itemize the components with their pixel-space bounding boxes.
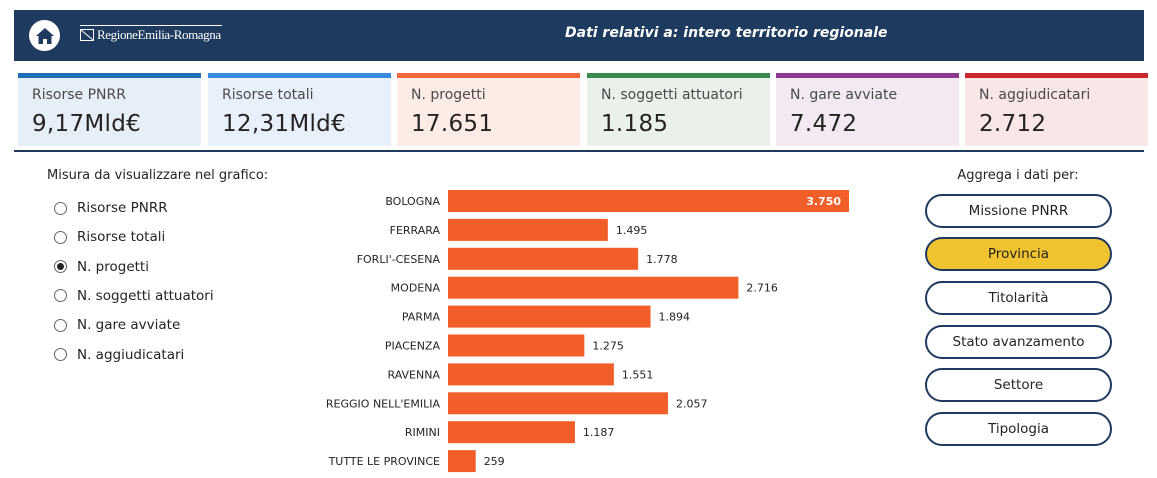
- measure-option[interactable]: N. aggiudicatari: [54, 345, 184, 365]
- bar[interactable]: [448, 421, 575, 444]
- regione-flag-icon: [80, 29, 94, 41]
- kpi-value: 9,17Mld€: [32, 111, 142, 137]
- kpi-accent-bar: [776, 73, 959, 78]
- kpi-label: N. gare avviate: [790, 87, 898, 103]
- home-icon: [35, 27, 54, 44]
- kpi-accent-bar: [965, 73, 1148, 78]
- measure-option-label: Risorse totali: [77, 229, 166, 246]
- radio-button[interactable]: [54, 201, 67, 215]
- bar[interactable]: [448, 276, 739, 299]
- aggregate-title: Aggrega i dati per:: [957, 168, 1079, 183]
- kpi-card: Risorse PNRR 9,17Mld€: [18, 73, 201, 146]
- aggregate-button[interactable]: Tipologia: [925, 412, 1112, 446]
- bar[interactable]: [448, 305, 651, 328]
- kpi-card: N. soggetti attuatori 1.185: [587, 73, 770, 146]
- kpi-accent-bar: [208, 73, 391, 78]
- kpi-accent-bar: [397, 73, 580, 78]
- bar[interactable]: [448, 218, 608, 241]
- category-label: TUTTE LE PROVINCE: [328, 455, 440, 468]
- measure-title: Misura da visualizzare nel grafico:: [47, 168, 269, 183]
- bar[interactable]: [448, 334, 585, 357]
- kpi-value: 17.651: [411, 111, 494, 137]
- kpi-value: 2.712: [979, 111, 1047, 137]
- value-label: 1.495: [616, 224, 648, 237]
- aggregate-button[interactable]: Stato avanzamento: [925, 325, 1112, 359]
- home-button[interactable]: [29, 20, 60, 51]
- measure-option-label: N. aggiudicatari: [77, 346, 185, 363]
- category-label: MODENA: [391, 282, 441, 295]
- aggregate-button[interactable]: Provincia: [925, 237, 1112, 271]
- section-divider: [14, 150, 1144, 152]
- radio-button[interactable]: [54, 348, 67, 361]
- kpi-label: N. progetti: [411, 87, 486, 103]
- category-label: PIACENZA: [385, 340, 441, 353]
- aggregate-button[interactable]: Settore: [925, 368, 1112, 402]
- value-label: 1.551: [622, 368, 654, 381]
- kpi-value: 12,31Mld€: [222, 111, 347, 137]
- radio-button[interactable]: [54, 289, 67, 303]
- category-label: RAVENNA: [388, 368, 441, 381]
- bar[interactable]: [448, 190, 849, 212]
- measure-option-label: N. soggetti attuatori: [77, 287, 214, 304]
- kpi-label: Risorse totali: [222, 87, 314, 103]
- aggregate-button[interactable]: Missione PNRR: [925, 194, 1112, 228]
- value-label: 2.716: [746, 282, 778, 295]
- category-label: FERRARA: [390, 224, 441, 237]
- value-label: 259: [484, 455, 505, 468]
- value-label: 2.057: [676, 397, 708, 410]
- measure-option[interactable]: N. soggetti attuatori: [54, 286, 214, 306]
- bar[interactable]: [448, 247, 639, 270]
- logo-underline: [80, 25, 222, 26]
- value-label: 1.275: [592, 340, 624, 353]
- measure-option[interactable]: Risorse totali: [54, 227, 165, 247]
- kpi-value: 7.472: [790, 111, 858, 137]
- value-label: 1.894: [659, 311, 691, 324]
- kpi-label: N. aggiudicatari: [979, 87, 1091, 103]
- bar[interactable]: [448, 450, 476, 473]
- category-label: FORLI'-CESENA: [357, 253, 441, 266]
- category-label: REGGIO NELL'EMILIA: [326, 397, 441, 410]
- category-label: RIMINI: [405, 426, 440, 439]
- measure-option[interactable]: N. progetti: [54, 257, 149, 277]
- category-label: PARMA: [402, 311, 441, 324]
- logo-text: RegioneEmilia-Romagna: [97, 27, 221, 42]
- kpi-card: N. aggiudicatari 2.712: [965, 73, 1148, 146]
- category-label: BOLOGNA: [385, 195, 440, 208]
- radio-button[interactable]: [54, 260, 67, 274]
- radio-button[interactable]: [54, 230, 67, 244]
- measure-option[interactable]: Risorse PNRR: [54, 198, 168, 218]
- header-bar: RegioneEmilia-Romagna Dati relativi a: i…: [14, 10, 1144, 61]
- kpi-card: Risorse totali 12,31Mld€: [208, 73, 391, 146]
- kpi-accent-bar: [587, 73, 770, 78]
- kpi-card: N. gare avviate 7.472: [776, 73, 959, 146]
- bar[interactable]: [448, 363, 614, 386]
- measure-option[interactable]: N. gare avviate: [54, 315, 180, 335]
- bar[interactable]: [448, 392, 668, 415]
- aggregate-button[interactable]: Titolarità: [925, 281, 1112, 315]
- value-label: 1.778: [646, 253, 678, 266]
- value-label: 3.750: [806, 195, 841, 208]
- measure-option-label: N. progetti: [77, 258, 149, 275]
- regione-logo: RegioneEmilia-Romagna: [80, 27, 221, 43]
- kpi-label: N. soggetti attuatori: [601, 87, 743, 103]
- kpi-value: 1.185: [601, 111, 669, 137]
- kpi-card: N. progetti 17.651: [397, 73, 580, 146]
- page-title: Dati relativi a: intero territorio regio…: [565, 25, 888, 41]
- measure-option-label: N. gare avviate: [77, 317, 181, 334]
- measure-option-label: Risorse PNRR: [77, 200, 168, 216]
- radio-button[interactable]: [54, 318, 67, 332]
- value-label: 1.187: [583, 426, 615, 439]
- kpi-label: Risorse PNRR: [32, 87, 126, 103]
- kpi-accent-bar: [18, 73, 201, 78]
